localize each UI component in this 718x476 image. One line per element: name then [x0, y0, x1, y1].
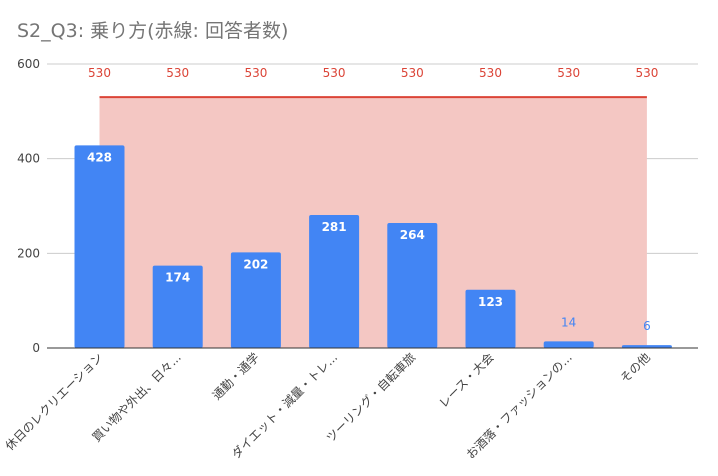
x-tick-label: ツーリング・自転車旅 — [324, 350, 419, 445]
x-tick-label: 休日のレクリエーション — [3, 350, 106, 453]
respondents-data-label: 530 — [166, 66, 189, 80]
respondents-data-label: 530 — [323, 66, 346, 80]
chart-title: S2_Q3: 乗り方(赤線: 回答者数) — [17, 20, 289, 42]
x-tick-label: レース・大会 — [436, 350, 496, 410]
bar — [230, 252, 281, 348]
bar-data-label: 428 — [87, 150, 112, 164]
respondents-data-label: 530 — [401, 66, 424, 80]
respondents-data-label: 530 — [479, 66, 502, 80]
y-tick-label: 0 — [32, 341, 40, 355]
bar-data-label: 264 — [400, 228, 425, 242]
y-tick-label: 200 — [17, 246, 40, 260]
respondents-data-label: 530 — [88, 66, 111, 80]
bar-data-label: 6 — [643, 319, 651, 333]
bar — [309, 214, 360, 348]
bar-data-label: 281 — [322, 220, 347, 234]
bar — [543, 341, 594, 348]
bar-data-label: 174 — [165, 271, 190, 285]
bar — [465, 289, 516, 348]
respondents-data-label: 530 — [635, 66, 658, 80]
bar — [621, 345, 672, 348]
bar-data-label: 14 — [561, 315, 576, 329]
bar-data-label: 123 — [478, 295, 503, 309]
bar — [74, 145, 125, 348]
bar-data-label: 202 — [243, 257, 268, 271]
y-tick-label: 400 — [17, 152, 40, 166]
respondents-data-label: 530 — [557, 66, 580, 80]
bar — [387, 223, 438, 348]
x-tick-label: その他 — [618, 350, 653, 385]
respondents-data-label: 530 — [244, 66, 267, 80]
x-tick-label: 買い物や外出、日々... — [89, 350, 183, 444]
x-tick-label: 通勤・通学 — [209, 350, 262, 403]
y-tick-label: 600 — [17, 57, 40, 71]
bar — [152, 265, 203, 348]
